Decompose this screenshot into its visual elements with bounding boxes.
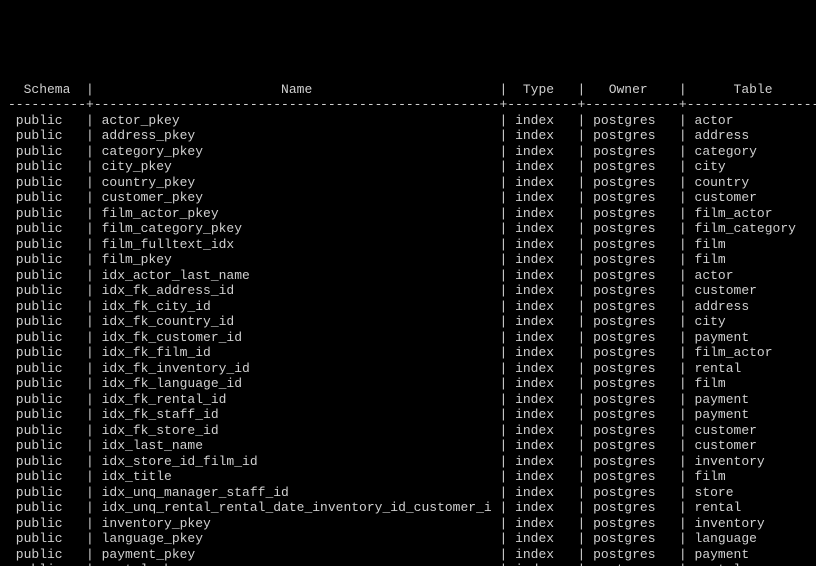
psql-separator-line: ----------+-----------------------------… [8, 97, 816, 112]
psql-output: Schema | Name | Type | Owner | Table ---… [0, 78, 816, 566]
psql-body: public | actor_pkey | index | postgres |… [8, 113, 812, 566]
psql-header-line: Schema | Name | Type | Owner | Table [8, 82, 812, 97]
